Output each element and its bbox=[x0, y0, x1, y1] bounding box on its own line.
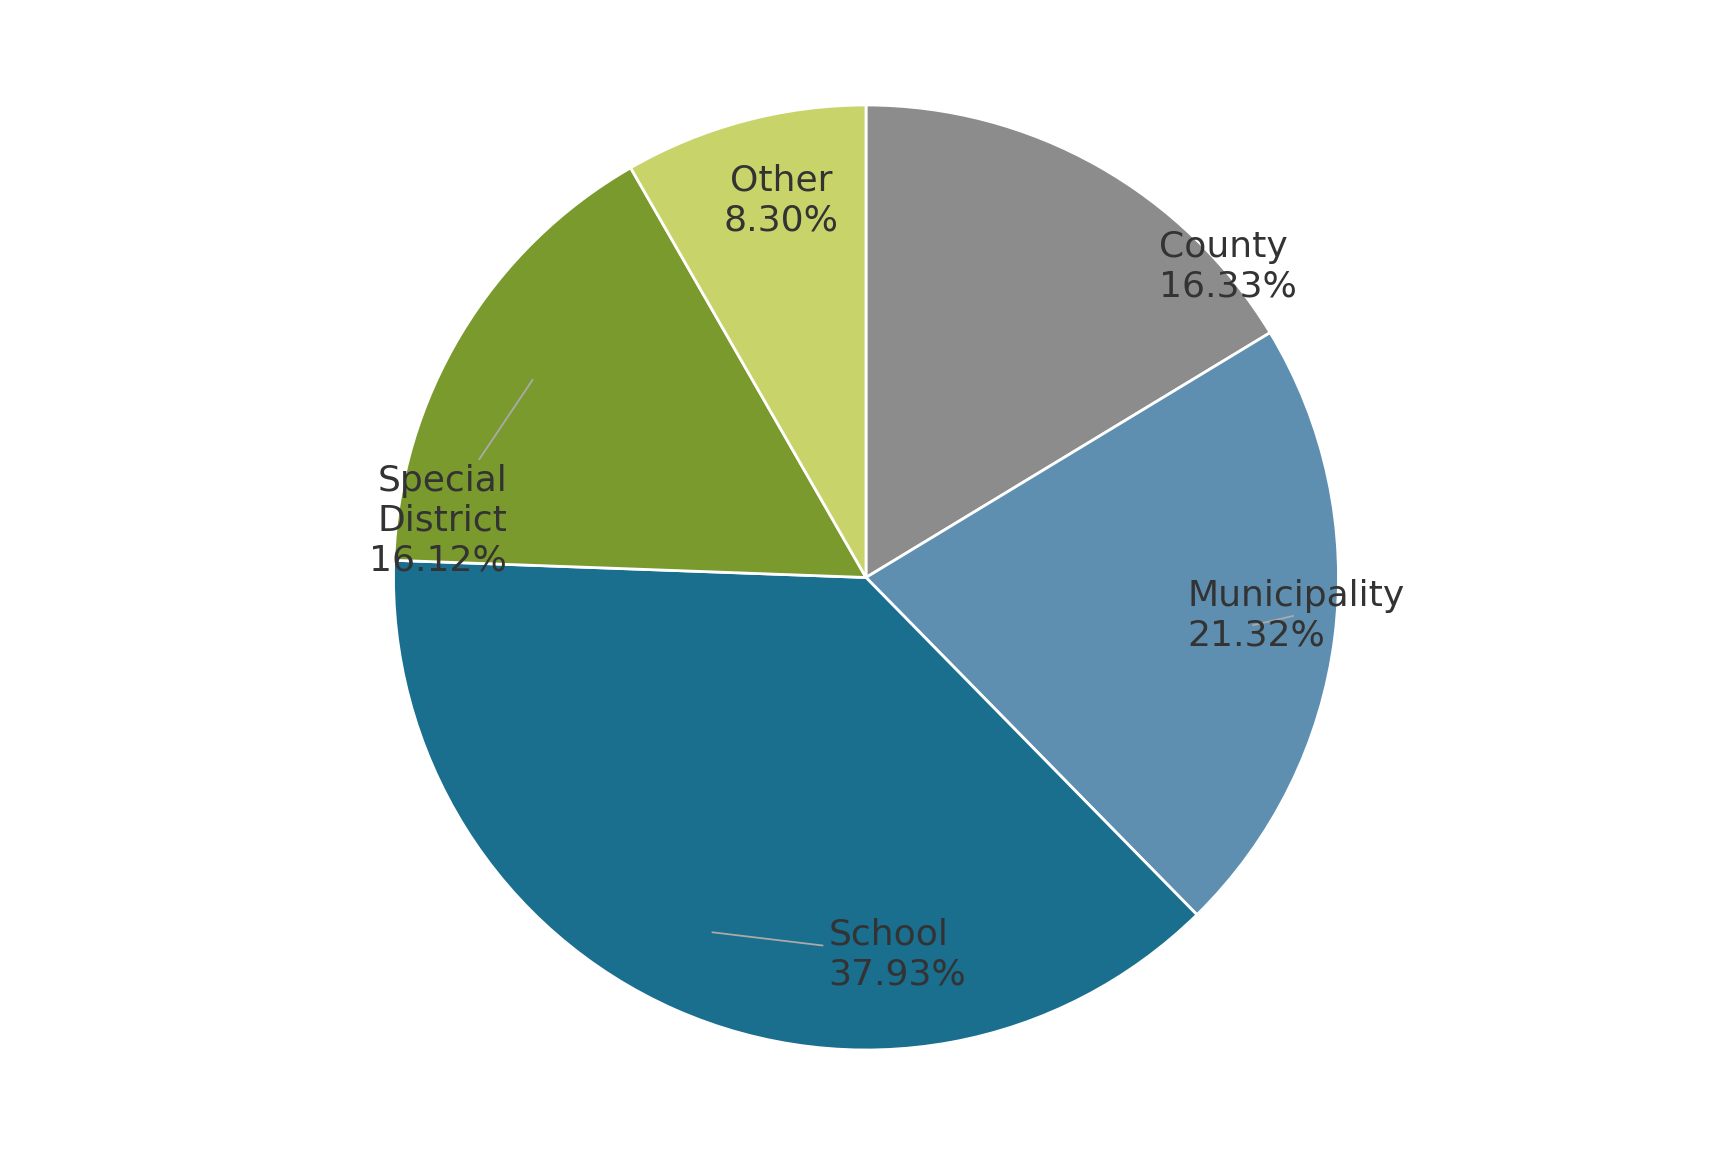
Wedge shape bbox=[866, 333, 1339, 915]
Text: County
16.33%: County 16.33% bbox=[1159, 230, 1297, 304]
Text: Special
District
16.12%: Special District 16.12% bbox=[369, 380, 533, 578]
Wedge shape bbox=[393, 167, 866, 578]
Text: Other
8.30%: Other 8.30% bbox=[724, 164, 838, 237]
Wedge shape bbox=[630, 105, 866, 578]
Text: School
37.93%: School 37.93% bbox=[712, 918, 966, 991]
Wedge shape bbox=[393, 560, 1197, 1050]
Wedge shape bbox=[866, 105, 1270, 578]
Text: Municipality
21.32%: Municipality 21.32% bbox=[1188, 579, 1405, 653]
